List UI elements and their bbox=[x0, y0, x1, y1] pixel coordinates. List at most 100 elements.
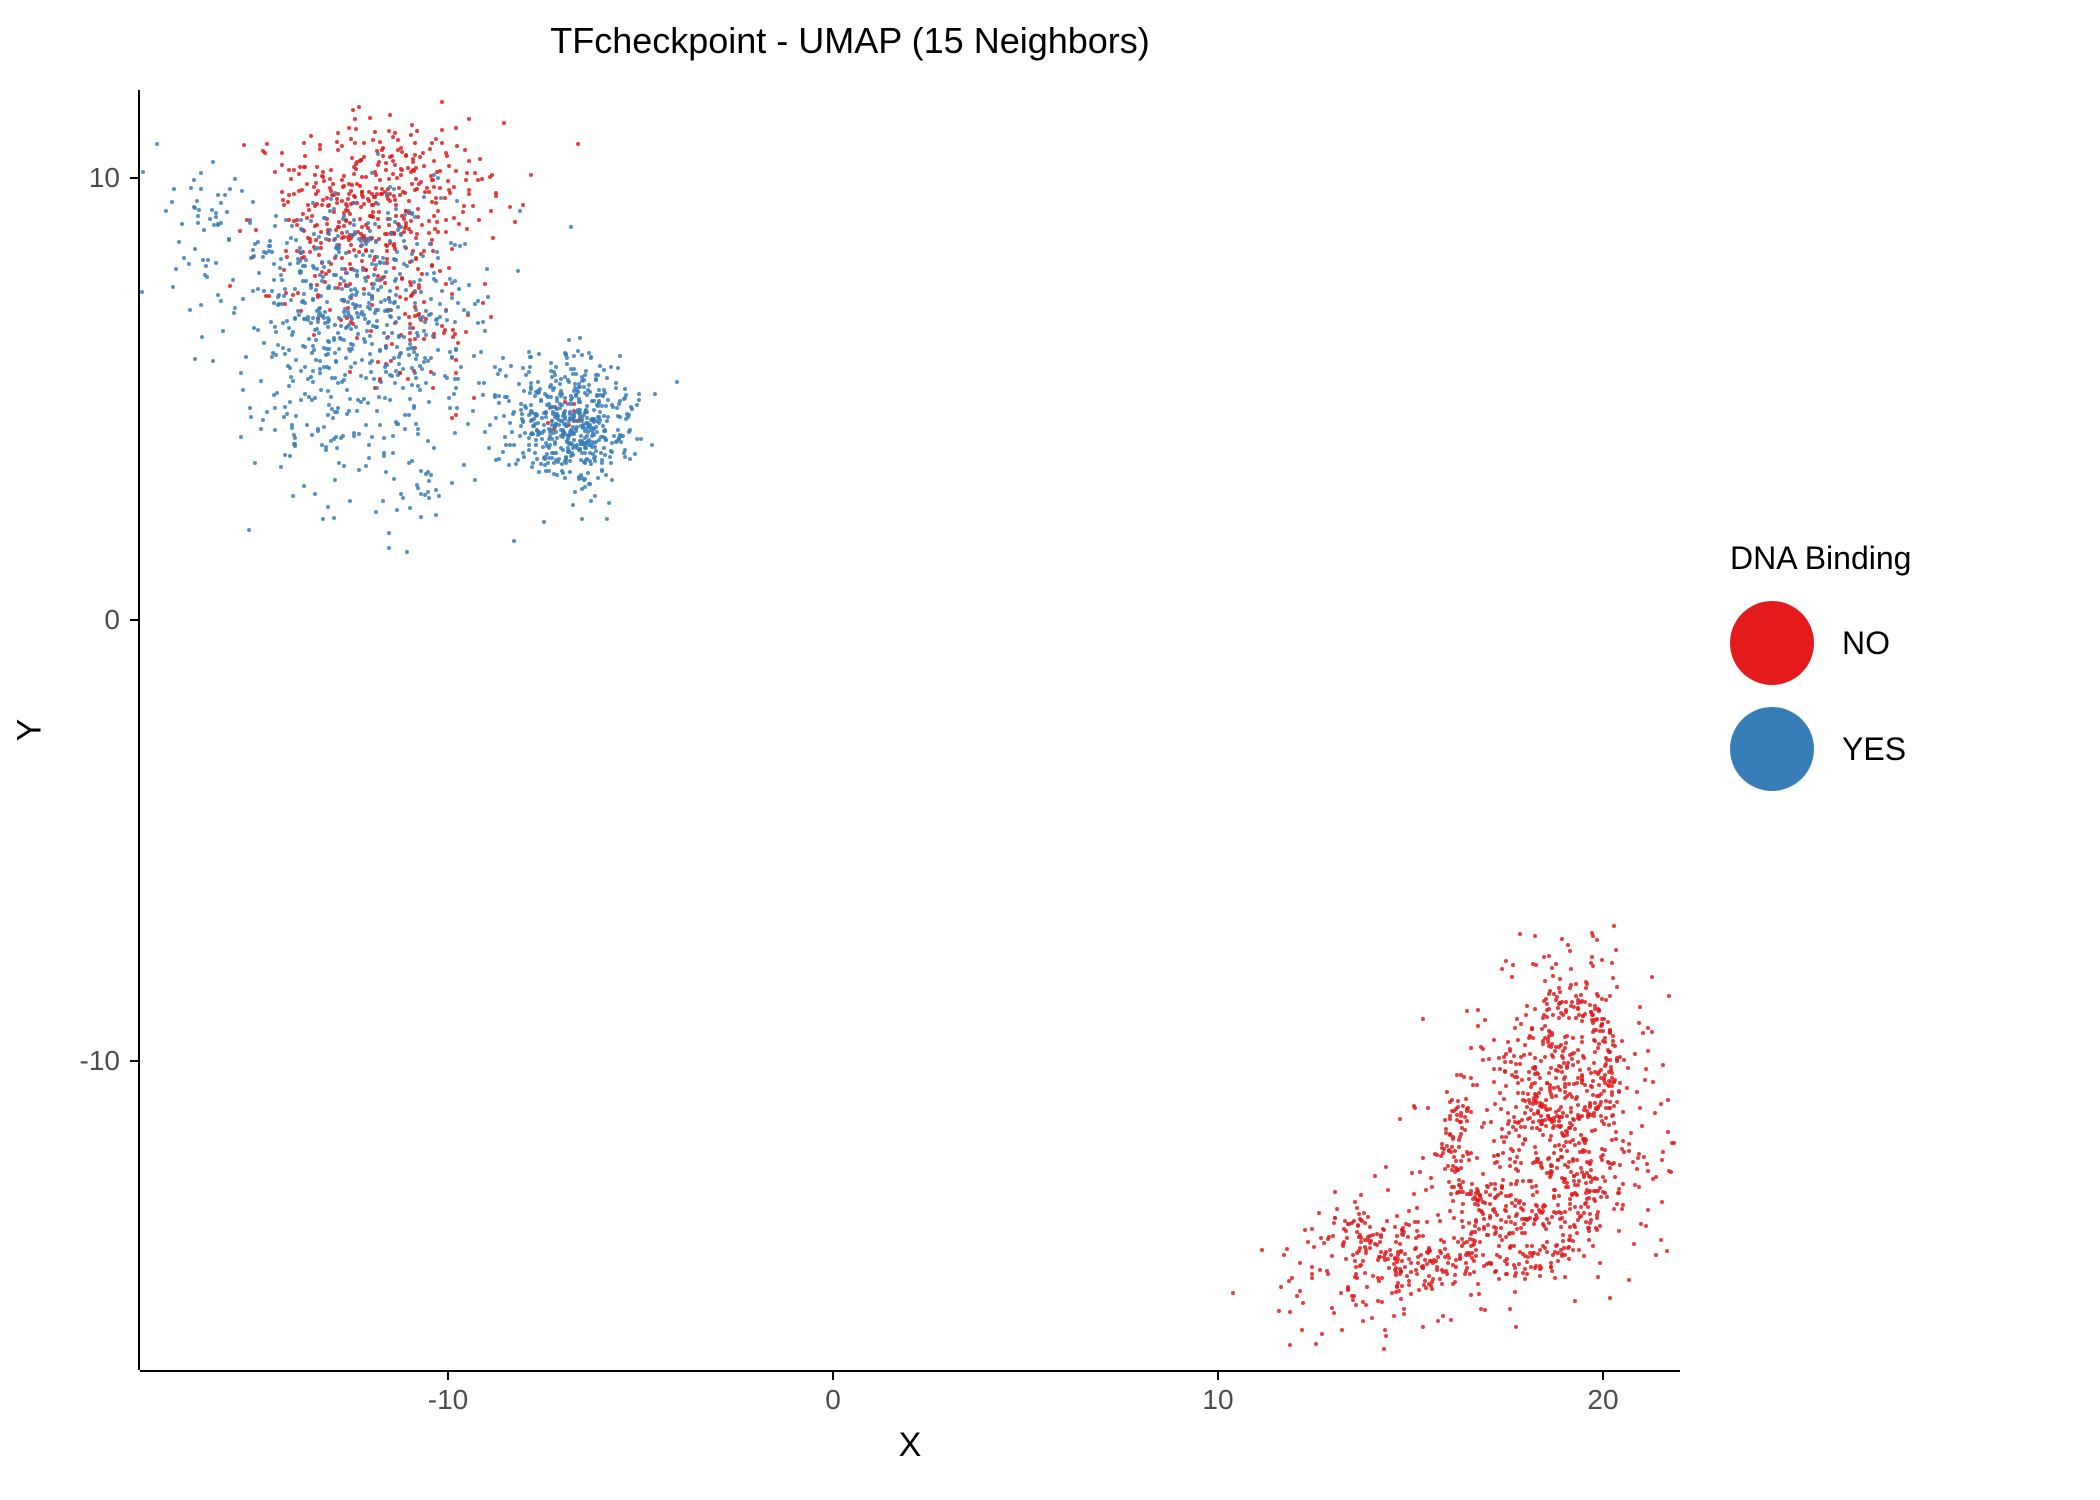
data-point bbox=[177, 240, 181, 244]
data-point bbox=[1407, 1209, 1411, 1213]
data-point bbox=[520, 412, 524, 416]
data-point bbox=[382, 331, 386, 335]
data-point bbox=[1543, 1055, 1547, 1059]
data-point bbox=[1288, 1343, 1292, 1347]
data-point bbox=[440, 324, 444, 328]
data-point bbox=[1460, 1219, 1464, 1223]
data-point bbox=[624, 393, 628, 397]
data-point bbox=[1518, 1062, 1522, 1066]
data-point bbox=[1491, 1208, 1495, 1212]
data-point bbox=[1511, 1231, 1515, 1235]
data-point bbox=[1563, 1220, 1567, 1224]
data-point bbox=[1459, 1166, 1463, 1170]
data-point bbox=[297, 313, 301, 317]
data-point bbox=[1424, 1286, 1428, 1290]
data-point bbox=[1344, 1229, 1348, 1233]
data-point bbox=[615, 406, 619, 410]
data-point bbox=[1330, 1306, 1334, 1310]
data-point bbox=[1384, 1334, 1388, 1338]
data-point bbox=[608, 455, 612, 459]
data-point bbox=[1460, 1210, 1464, 1214]
data-point bbox=[1504, 1235, 1508, 1239]
data-point bbox=[1513, 1075, 1517, 1079]
data-point bbox=[343, 373, 347, 377]
data-point bbox=[1459, 1186, 1463, 1190]
data-point bbox=[323, 321, 327, 325]
data-point bbox=[1379, 1233, 1383, 1237]
data-point bbox=[1320, 1332, 1324, 1336]
legend-swatch bbox=[1730, 707, 1814, 791]
data-point bbox=[1595, 992, 1599, 996]
data-point bbox=[376, 217, 380, 221]
data-point bbox=[1554, 962, 1558, 966]
data-point bbox=[434, 137, 438, 141]
data-point bbox=[1358, 1246, 1362, 1250]
data-point bbox=[1548, 1175, 1552, 1179]
data-point bbox=[1453, 1149, 1457, 1153]
data-point bbox=[1533, 1145, 1537, 1149]
data-point bbox=[561, 429, 565, 433]
data-point bbox=[1509, 1060, 1513, 1064]
data-point bbox=[595, 430, 599, 434]
data-point bbox=[354, 325, 358, 329]
data-point bbox=[376, 202, 380, 206]
data-point bbox=[1596, 1210, 1600, 1214]
data-point bbox=[1576, 1218, 1580, 1222]
data-point bbox=[332, 238, 336, 242]
data-point bbox=[1633, 1183, 1637, 1187]
data-point bbox=[1570, 1192, 1574, 1196]
data-point bbox=[395, 286, 399, 290]
data-point bbox=[1514, 1182, 1518, 1186]
data-point bbox=[293, 316, 297, 320]
data-point bbox=[1591, 1013, 1595, 1017]
data-point bbox=[416, 267, 420, 271]
data-point bbox=[349, 315, 353, 319]
data-point bbox=[1554, 1045, 1558, 1049]
data-point bbox=[400, 150, 404, 154]
data-point bbox=[322, 265, 326, 269]
data-point bbox=[400, 276, 404, 280]
data-point bbox=[399, 233, 403, 237]
data-point bbox=[301, 264, 305, 268]
data-point bbox=[381, 499, 385, 503]
data-point bbox=[348, 221, 352, 225]
data-point bbox=[1608, 994, 1612, 998]
data-point bbox=[315, 165, 319, 169]
data-point bbox=[201, 258, 205, 262]
data-point bbox=[465, 171, 469, 175]
data-point bbox=[1396, 1253, 1400, 1257]
data-point bbox=[1493, 1196, 1497, 1200]
data-point bbox=[1363, 1271, 1367, 1275]
data-point bbox=[1572, 1223, 1576, 1227]
data-point bbox=[292, 168, 296, 172]
data-point bbox=[1600, 958, 1604, 962]
data-point bbox=[1481, 1058, 1485, 1062]
data-point bbox=[355, 290, 359, 294]
legend-label: YES bbox=[1842, 731, 1906, 768]
data-point bbox=[432, 159, 436, 163]
data-point bbox=[1455, 1073, 1459, 1077]
data-point bbox=[1519, 1022, 1523, 1026]
x-tick bbox=[1217, 1370, 1219, 1380]
data-point bbox=[1573, 1127, 1577, 1131]
data-point bbox=[349, 288, 353, 292]
data-point bbox=[279, 257, 283, 261]
data-point bbox=[1597, 1070, 1601, 1074]
data-point bbox=[413, 314, 417, 318]
data-point bbox=[1359, 1236, 1363, 1240]
data-point bbox=[1522, 1202, 1526, 1206]
data-point bbox=[1514, 1070, 1518, 1074]
data-point bbox=[453, 332, 457, 336]
data-point bbox=[476, 321, 480, 325]
data-point bbox=[1389, 1253, 1393, 1257]
data-point bbox=[413, 289, 417, 293]
data-point bbox=[1589, 1168, 1593, 1172]
data-point bbox=[1610, 961, 1614, 965]
data-point bbox=[483, 329, 487, 333]
data-point bbox=[1398, 1117, 1402, 1121]
data-point bbox=[1486, 1185, 1490, 1189]
data-point bbox=[403, 245, 407, 249]
data-point bbox=[270, 289, 274, 293]
data-point bbox=[333, 191, 337, 195]
data-point bbox=[330, 407, 334, 411]
